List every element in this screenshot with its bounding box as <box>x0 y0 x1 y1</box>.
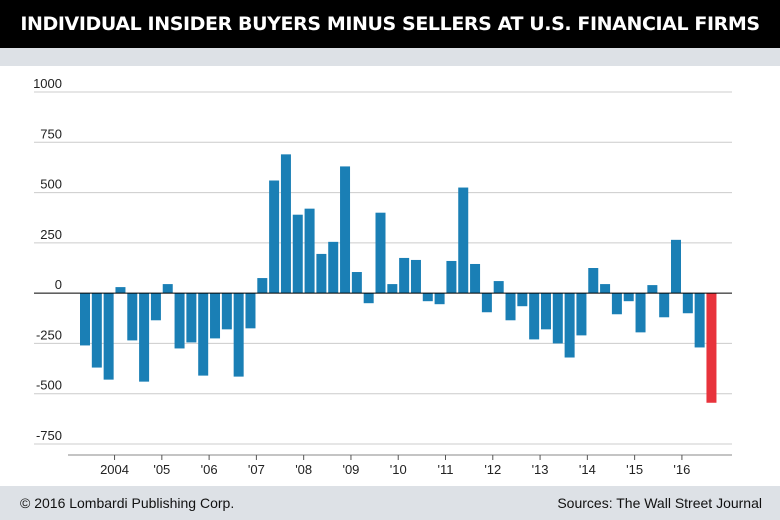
copyright-text: © 2016 Lombardi Publishing Corp. <box>20 495 235 511</box>
bar <box>316 253 327 294</box>
bars-layer <box>80 154 717 403</box>
bar <box>399 257 410 294</box>
footer: © 2016 Lombardi Publishing Corp. Sources… <box>0 486 780 520</box>
x-tick-label: '12 <box>484 462 501 477</box>
bar <box>304 208 315 294</box>
y-tick-label: 0 <box>55 277 62 292</box>
bar <box>174 293 185 349</box>
bar <box>552 293 563 344</box>
bar <box>80 293 90 346</box>
bar <box>387 284 398 294</box>
bar <box>245 293 256 329</box>
y-tick-label: 1000 <box>33 76 62 91</box>
bar <box>576 293 587 336</box>
bar <box>458 187 469 294</box>
bar <box>410 259 421 294</box>
x-tick-label: '11 <box>438 462 454 477</box>
bar <box>564 293 575 358</box>
bar <box>647 285 658 294</box>
bar <box>210 293 221 339</box>
bar <box>600 284 611 294</box>
bar <box>481 293 492 313</box>
bar <box>280 154 291 294</box>
bar <box>588 268 599 294</box>
x-tick-label: '10 <box>390 462 407 477</box>
y-tick-label: -750 <box>36 428 62 443</box>
bar <box>103 293 114 380</box>
bar <box>257 278 268 294</box>
chart-title: INDIVIDUAL INSIDER BUYERS MINUS SELLERS … <box>20 13 760 35</box>
bar <box>186 293 197 343</box>
bar <box>363 293 374 304</box>
x-tick-label: '09 <box>342 462 359 477</box>
y-tick-label: 250 <box>40 227 62 242</box>
x-tick-label: '14 <box>579 462 596 477</box>
bar <box>127 293 138 341</box>
bar <box>292 214 303 294</box>
bar <box>269 180 280 294</box>
bar <box>694 293 705 348</box>
bar <box>340 166 351 294</box>
x-tick-label: 2004 <box>100 462 129 477</box>
title-bar: INDIVIDUAL INSIDER BUYERS MINUS SELLERS … <box>0 0 780 48</box>
bar <box>434 293 445 305</box>
x-tick-label: '13 <box>532 462 549 477</box>
y-tick-label: -250 <box>36 327 62 342</box>
bar <box>162 284 173 294</box>
x-tick-label: '05 <box>153 462 170 477</box>
bar <box>493 281 504 294</box>
x-tick-label: '08 <box>295 462 312 477</box>
bar <box>470 263 481 294</box>
bar <box>540 293 551 330</box>
x-tick-label: '07 <box>248 462 265 477</box>
bar <box>623 293 634 302</box>
bar <box>682 293 693 314</box>
bar <box>198 293 209 376</box>
bar <box>150 293 161 321</box>
grid-layer <box>34 91 732 445</box>
highlight-bar <box>706 293 717 403</box>
bar <box>446 260 457 294</box>
bar <box>115 287 126 294</box>
bar <box>529 293 540 340</box>
bar <box>505 293 516 321</box>
bar <box>671 239 681 294</box>
bar <box>635 293 646 333</box>
bar <box>139 293 150 382</box>
bar-chart: 1000 750 500 250 0 -250 -500 -750 2004 '05 '06 '07 '… <box>33 76 732 477</box>
bar <box>659 293 670 318</box>
bar <box>422 293 433 302</box>
y-tick-label: 750 <box>40 126 62 141</box>
chart-area: 1000 750 500 250 0 -250 -500 -750 2004 '05 '06 '07 '… <box>0 66 780 486</box>
x-tick-label: '06 <box>201 462 218 477</box>
x-tick-label: '15 <box>626 462 643 477</box>
y-tick-label: -500 <box>36 378 62 393</box>
axis-layer: 1000 750 500 250 0 -250 -500 -750 2004 '05 '06 '07 '… <box>33 76 732 477</box>
bar <box>611 293 622 315</box>
bar <box>221 293 232 330</box>
x-tick-label: '16 <box>673 462 690 477</box>
bar <box>233 293 244 377</box>
bar <box>328 241 339 294</box>
bar <box>91 293 102 368</box>
sources-text: Sources: The Wall Street Journal <box>557 495 762 511</box>
y-tick-label: 500 <box>40 177 62 192</box>
bar <box>517 293 528 307</box>
bar <box>351 272 362 294</box>
bar <box>375 212 386 294</box>
top-band <box>0 48 780 66</box>
